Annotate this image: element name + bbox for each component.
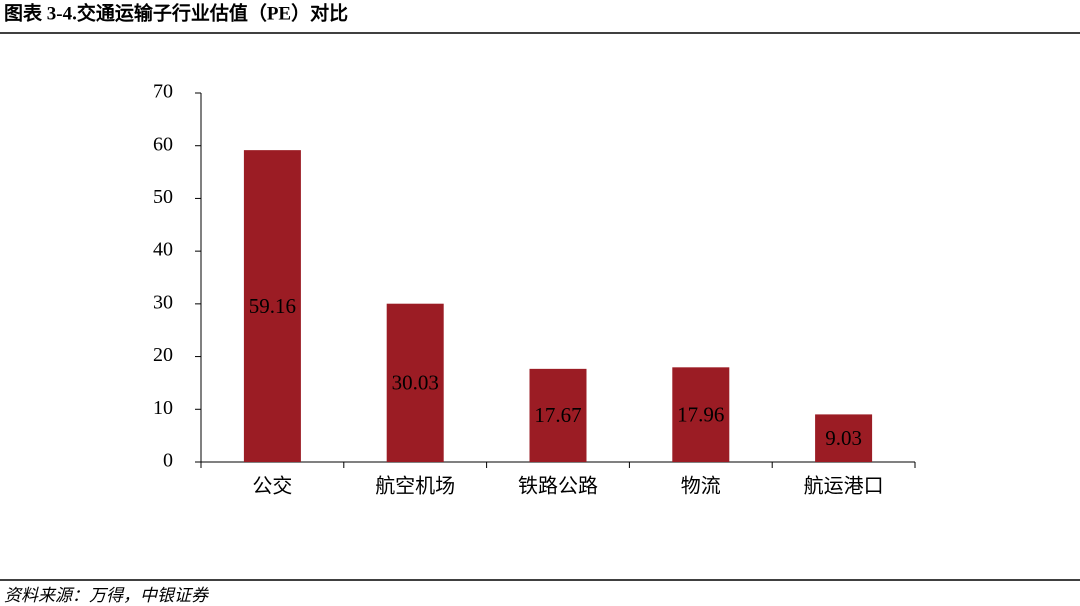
y-tick-label: 40 <box>153 239 173 261</box>
value-label: 59.16 <box>249 294 296 318</box>
chart-title: 图表 3-4.交通运输子行业估值（PE）对比 <box>4 1 348 24</box>
value-label: 9.03 <box>825 426 862 450</box>
y-tick-label: 10 <box>153 397 173 419</box>
bar <box>386 303 444 462</box>
y-tick-label: 60 <box>153 133 173 155</box>
y-tick-label: 20 <box>153 344 173 366</box>
bar <box>815 414 873 462</box>
x-tick-label: 公交 <box>252 475 292 498</box>
bar <box>529 368 587 462</box>
x-tick-label: 航运港口 <box>804 475 884 498</box>
x-tick-label: 航空机场 <box>375 475 455 498</box>
value-label: 17.96 <box>677 402 724 426</box>
x-tick-label: 铁路公路 <box>518 475 598 498</box>
source-note: 资料来源：万得，中银证券 <box>4 586 210 605</box>
value-label: 30.03 <box>392 371 439 395</box>
y-tick-label: 0 <box>163 450 173 472</box>
x-tick-label: 物流 <box>681 475 721 498</box>
bar <box>672 367 730 462</box>
value-label: 17.67 <box>534 403 581 427</box>
y-tick-label: 30 <box>153 291 173 313</box>
bar <box>243 150 301 463</box>
y-tick-label: 50 <box>153 186 173 208</box>
y-tick-label: 70 <box>153 81 173 103</box>
